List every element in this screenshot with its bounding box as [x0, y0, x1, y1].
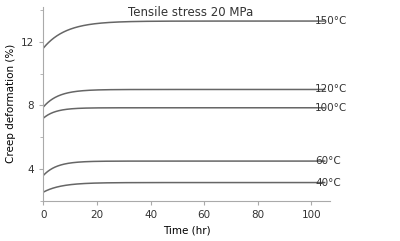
Text: 60°C: 60°C — [315, 156, 341, 166]
Text: 100°C: 100°C — [315, 103, 348, 113]
Text: 150°C: 150°C — [315, 16, 348, 26]
Text: 40°C: 40°C — [315, 178, 341, 187]
Y-axis label: Creep deformation (%): Creep deformation (%) — [6, 44, 16, 163]
Text: 120°C: 120°C — [315, 85, 348, 94]
X-axis label: Time (hr): Time (hr) — [163, 225, 210, 235]
Text: Tensile stress 20 MPa: Tensile stress 20 MPa — [128, 6, 253, 19]
